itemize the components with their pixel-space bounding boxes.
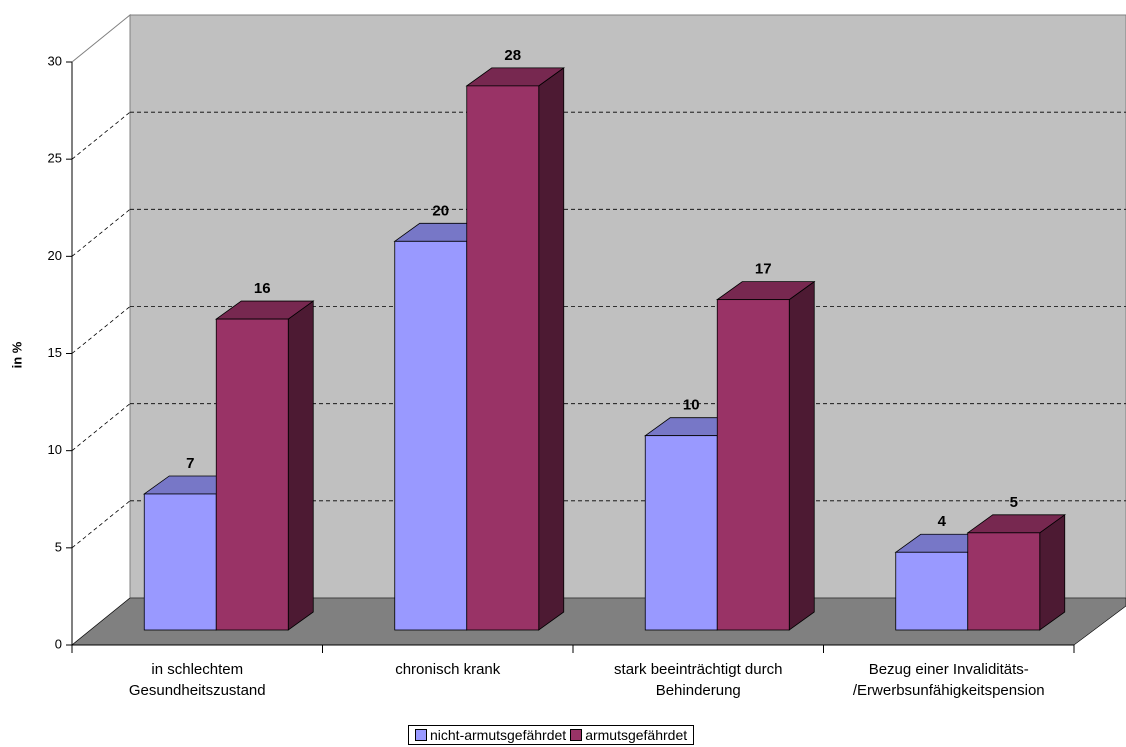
x-tick-label: chronisch krank [395,661,501,678]
legend-label: armutsgefährdet [585,727,688,743]
bar-side [538,67,565,631]
x-tick-label: in schlechtem Gesundheitszustand [128,661,266,699]
bar [967,532,1041,631]
bar [394,240,468,631]
legend-item: nicht-armutsgefährdet [413,727,566,743]
data-label: 7 [186,455,194,472]
grid-line [71,111,131,160]
x-tick-label: stark beeinträchtigt durch Behinderung [614,661,783,699]
legend-swatch [415,729,427,741]
bar [143,493,217,631]
bar-side [287,300,314,631]
y-axis-label: in % [9,341,24,368]
data-label: 20 [432,202,449,219]
grid-line [71,306,131,354]
grid-line [71,209,131,257]
y-tick-label: 30 [48,53,62,68]
grid-line [71,500,131,549]
legend: nicht-armutsgefährdet armutsgefährdet [408,725,695,745]
bar-side [788,280,815,631]
bar [215,318,289,631]
data-label: 4 [938,513,947,530]
grid-line [71,403,131,451]
bar-side [1039,514,1066,631]
data-label: 16 [254,280,271,297]
bar [466,85,540,631]
y-tick-label: 0 [55,636,62,651]
y-tick-label: 10 [48,442,62,457]
bar [716,299,790,631]
legend-item: armutsgefährdet [568,727,687,743]
y-tick-label: 15 [48,345,62,360]
x-tick-label: Bezug einer Invaliditäts- /Erwerbsunfähi… [852,661,1045,699]
y-tick-label: 5 [55,539,62,554]
data-label: 17 [755,261,772,278]
y-tick-label: 25 [48,151,62,166]
data-label: 28 [504,47,521,64]
data-label: 10 [683,397,700,414]
legend-swatch [570,729,583,741]
data-label: 5 [1010,494,1018,511]
bar [644,435,718,631]
bar [895,551,969,631]
legend-label: nicht-armutsgefährdet [430,727,567,743]
y-tick-label: 20 [48,248,62,263]
